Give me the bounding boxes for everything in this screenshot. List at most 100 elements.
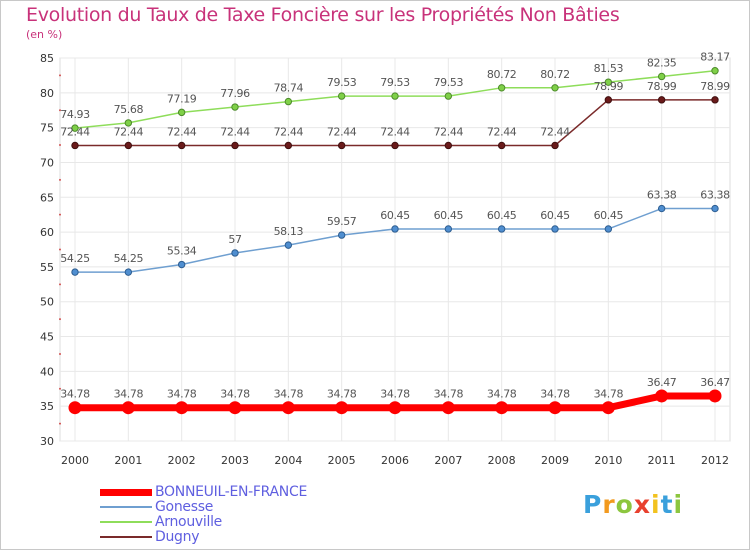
- y-tick-label: 55: [40, 261, 54, 274]
- series-point-3: [177, 141, 186, 150]
- data-label-3: 72.44: [114, 125, 144, 138]
- logo-letter: o: [615, 490, 634, 519]
- x-tick-label: 2002: [168, 454, 196, 467]
- y-minor-tick: [59, 213, 61, 216]
- x-tick-label: 2011: [648, 454, 676, 467]
- series-point-0: [441, 401, 455, 415]
- series-point-0: [601, 401, 615, 415]
- logo-letter: r: [602, 490, 616, 519]
- data-label-3: 72.44: [540, 125, 570, 138]
- data-label-3: 72.44: [380, 125, 410, 138]
- series-point-3: [337, 141, 346, 150]
- y-tick-label: 30: [40, 435, 54, 448]
- y-tick-label: 35: [40, 400, 54, 413]
- series-point-1: [284, 241, 293, 249]
- series-point-1: [71, 268, 79, 276]
- data-label-2: 82.35: [647, 56, 677, 69]
- data-label-0: 34.78: [167, 388, 197, 401]
- series-point-1: [711, 204, 719, 213]
- series-point-0: [655, 389, 669, 403]
- data-label-2: 75.68: [114, 103, 144, 116]
- chart-title: Evolution du Taux de Taxe Foncière sur l…: [26, 4, 620, 26]
- y-minor-tick: [59, 387, 61, 390]
- series-point-0: [68, 401, 82, 415]
- series-point-1: [657, 204, 666, 213]
- y-tick-label: 75: [40, 122, 54, 135]
- y-minor-tick: [59, 352, 61, 355]
- y-tick-label: 45: [40, 331, 54, 344]
- series-point-0: [121, 401, 135, 415]
- y-minor-tick: [59, 74, 61, 77]
- data-label-1: 63.38: [647, 189, 677, 202]
- series-point-1: [604, 225, 613, 233]
- series-point-0: [388, 401, 402, 415]
- data-label-1: 54.25: [114, 252, 144, 265]
- series-point-3: [231, 141, 239, 150]
- series-point-1: [124, 268, 133, 276]
- series-point-2: [71, 124, 79, 132]
- y-tick-label: 80: [40, 87, 54, 100]
- data-label-3: 78.99: [594, 80, 624, 93]
- data-label-0: 34.78: [487, 388, 517, 401]
- series-point-1: [337, 231, 346, 239]
- series-point-2: [444, 92, 453, 100]
- series-point-2: [231, 103, 239, 111]
- logo-letter: i: [651, 490, 661, 519]
- series-point-3: [604, 96, 613, 104]
- legend-swatch: [100, 536, 152, 538]
- data-label-1: 60.45: [594, 209, 624, 222]
- series-point-3: [497, 141, 506, 150]
- x-tick-label: 2006: [381, 454, 409, 467]
- y-tick-label: 70: [40, 156, 54, 169]
- series-point-3: [391, 141, 399, 150]
- data-label-0: 34.78: [327, 388, 357, 401]
- x-tick-label: 2003: [221, 454, 249, 467]
- data-label-0: 34.78: [274, 388, 304, 401]
- legend-label: Arnouville: [155, 514, 222, 530]
- y-minor-tick: [59, 318, 61, 321]
- y-minor-tick: [59, 109, 61, 112]
- y-minor-tick: [59, 178, 61, 181]
- legend-label: BONNEUIL-EN-FRANCE: [155, 484, 308, 500]
- data-labels: 34.78 34.78 34.78 34.78 34.78 34.78 34.78 34.78…: [60, 51, 730, 401]
- data-label-2: 83.17: [700, 51, 730, 64]
- data-label-3: 72.44: [434, 125, 464, 138]
- data-label-2: 80.72: [487, 68, 517, 81]
- y-tick-label: 65: [40, 191, 54, 204]
- y-tick-label: 60: [40, 226, 54, 239]
- series-point-2: [604, 78, 613, 86]
- logo-letter: x: [633, 490, 651, 519]
- data-label-1: 55.34: [167, 245, 197, 258]
- series-point-3: [444, 141, 453, 150]
- series-point-2: [657, 72, 666, 81]
- series-point-0: [548, 401, 562, 415]
- data-label-1: 60.45: [487, 209, 517, 222]
- series-point-0: [495, 401, 509, 415]
- data-label-2: 79.53: [380, 76, 410, 89]
- data-label-1: 58.13: [274, 225, 304, 238]
- data-label-2: 79.53: [434, 76, 464, 89]
- x-tick-label: 2007: [434, 454, 462, 467]
- y-tick-label: 50: [40, 296, 54, 309]
- data-label-0: 34.78: [114, 388, 144, 401]
- data-label-0: 34.78: [220, 388, 250, 401]
- series-point-2: [497, 84, 506, 92]
- x-tick-label: 2005: [328, 454, 356, 467]
- y-minor-tick: [59, 144, 61, 147]
- series-point-2: [711, 67, 719, 75]
- data-label-0: 34.78: [434, 388, 464, 401]
- data-label-3: 72.44: [220, 125, 250, 138]
- legend-swatch: [100, 506, 152, 508]
- legend-swatch: [100, 521, 152, 523]
- data-label-0: 36.47: [647, 376, 677, 389]
- series-point-1: [231, 249, 239, 257]
- data-label-3: 78.99: [647, 80, 677, 93]
- data-label-1: 54.25: [60, 252, 90, 265]
- y-tick-label: 40: [40, 365, 54, 378]
- series-point-2: [284, 97, 293, 106]
- logo-letter: i: [673, 490, 684, 519]
- proxiti-logo: Proxiti: [583, 490, 683, 519]
- y-tick-label: 85: [40, 52, 54, 65]
- data-label-3: 72.44: [327, 125, 357, 138]
- series-point-1: [177, 260, 186, 269]
